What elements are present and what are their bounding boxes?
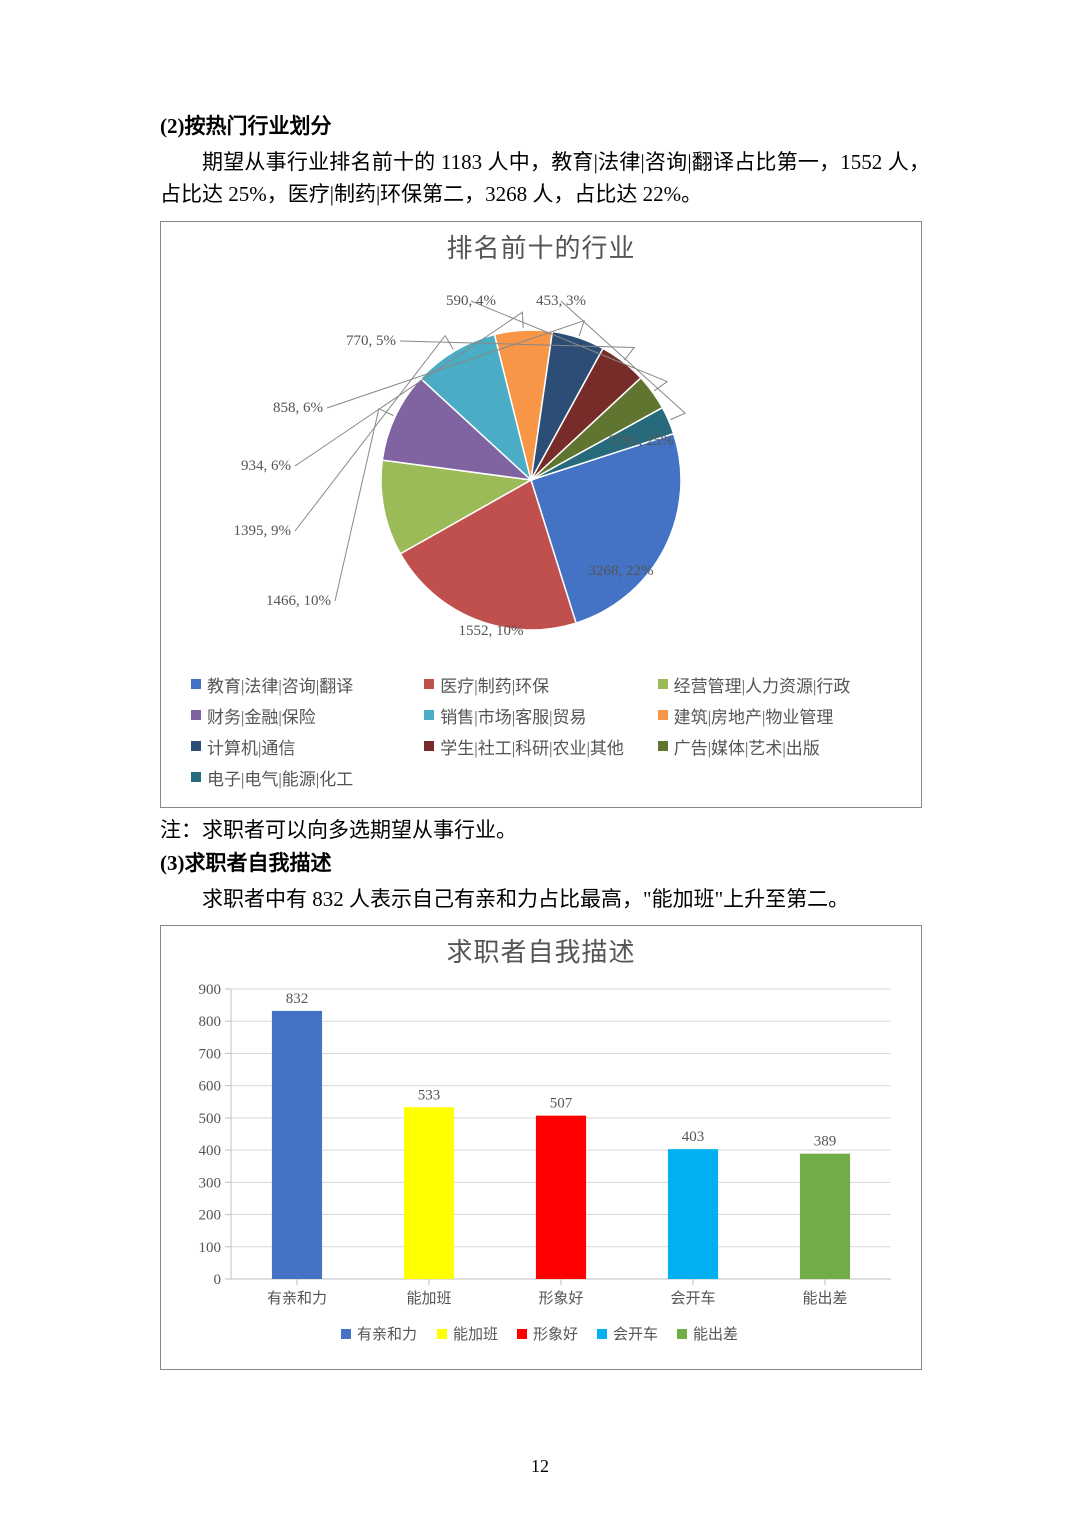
legend-swatch: [424, 710, 434, 720]
legend-label: 财务|金融|保险: [207, 703, 316, 728]
legend-swatch: [597, 1329, 607, 1339]
legend-swatch: [658, 679, 668, 689]
pie-note: 注：求职者可以向多选期望从事行业。: [160, 814, 930, 848]
y-tick-label: 200: [199, 1208, 222, 1224]
pie-chart-title: 排名前十的行业: [161, 222, 921, 265]
pie-data-label: 858, 6%: [273, 400, 323, 416]
legend-label: 形象好: [533, 1326, 578, 1343]
pie-data-label: 934, 6%: [241, 458, 291, 474]
legend-item: 销售|市场|客服|贸易: [424, 703, 657, 728]
y-tick-label: 300: [199, 1176, 222, 1192]
legend-swatch: [517, 1329, 527, 1339]
pie-data-label: 3268, 22%: [589, 563, 654, 579]
bar-legend: 有亲和力 能加班 形象好 会开车 能出差: [341, 1326, 738, 1343]
legend-swatch: [191, 710, 201, 720]
bar: [800, 1154, 850, 1279]
pie-data-label: 3791, 25%: [609, 433, 674, 449]
legend-label: 有亲和力: [357, 1326, 417, 1343]
bar-chart: 0 100 200 300 400 500 600 700 800 900 832 有亲和力 533 能加…: [161, 969, 921, 1369]
y-tick-label: 700: [199, 1047, 222, 1063]
bar: [536, 1116, 586, 1279]
legend-item: 财务|金融|保险: [191, 703, 424, 728]
bar-value-label: 389: [814, 1134, 837, 1150]
section-2-body: 期望从事行业排名前十的 1183 人中，教育|法律|咨询|翻译占比第一，1552…: [160, 146, 930, 211]
bar-chart-title: 求职者自我描述: [161, 926, 921, 969]
legend-swatch: [191, 741, 201, 751]
pie-data-label: 1552, 10%: [459, 623, 524, 639]
legend-label: 医疗|制药|环保: [440, 672, 549, 697]
y-tick-label: 400: [199, 1144, 222, 1160]
legend-item: 教育|法律|咨询|翻译: [191, 672, 424, 697]
legend-label: 经营管理|人力资源|行政: [674, 672, 851, 697]
legend-item: 经营管理|人力资源|行政: [658, 672, 891, 697]
legend-item: 建筑|房地产|物业管理: [658, 703, 891, 728]
legend-swatch: [341, 1329, 351, 1339]
pie-chart-container: 排名前十的行业 1466, 10% 1395, 9% 934, 6% 858, 6% 7…: [160, 221, 922, 808]
legend-item: 学生|社工|科研|农业|其他: [424, 734, 657, 759]
legend-swatch: [658, 741, 668, 751]
section-2-number: (2): [160, 114, 185, 138]
legend-label: 计算机|通信: [207, 734, 295, 759]
bar: [668, 1150, 718, 1280]
legend-label: 会开车: [613, 1326, 658, 1343]
y-tick-label: 100: [199, 1240, 222, 1256]
x-tick-label: 会开车: [670, 1290, 715, 1307]
legend-label: 能加班: [453, 1326, 498, 1343]
legend-item: 电子|电气|能源|化工: [191, 765, 424, 790]
legend-item: 广告|媒体|艺术|出版: [658, 734, 891, 759]
legend-item: 计算机|通信: [191, 734, 424, 759]
bar-value-label: 533: [418, 1088, 441, 1104]
legend-label: 学生|社工|科研|农业|其他: [440, 734, 624, 759]
pie-data-label: 1466, 10%: [266, 593, 331, 609]
legend-label: 能出差: [693, 1326, 738, 1343]
bar-value-label: 507: [550, 1096, 573, 1112]
pie-data-label: 1395, 9%: [234, 523, 292, 539]
y-tick-label: 800: [199, 1015, 222, 1031]
section-3-number: (3): [160, 851, 185, 875]
legend-swatch: [424, 741, 434, 751]
legend-swatch: [191, 679, 201, 689]
bar-chart-container: 求职者自我描述 0 100 200 300 400 500 600 700 800 900 832 有…: [160, 925, 922, 1370]
pie-data-label: 453, 3%: [536, 293, 586, 309]
bar-value-label: 403: [682, 1130, 705, 1146]
x-tick-label: 形象好: [538, 1290, 583, 1307]
section-2-heading: (2)按热门行业划分: [160, 110, 930, 144]
legend-swatch: [191, 772, 201, 782]
legend-swatch: [424, 679, 434, 689]
legend-label: 电子|电气|能源|化工: [207, 765, 353, 790]
bar-value-label: 832: [286, 991, 309, 1007]
legend-swatch: [437, 1329, 447, 1339]
legend-label: 建筑|房地产|物业管理: [674, 703, 834, 728]
y-tick-label: 900: [199, 982, 222, 998]
bar: [272, 1011, 322, 1279]
section-3-title: 求职者自我描述: [185, 851, 332, 875]
pie-data-label: 590, 4%: [446, 293, 496, 309]
pie-legend: 教育|法律|咨询|翻译 医疗|制药|环保 经营管理|人力资源|行政财务|金融|保险 销…: [161, 665, 921, 807]
section-2-title: 按热门行业划分: [185, 114, 332, 138]
section-3-body: 求职者中有 832 人表示自己有亲和力占比最高，"能加班"上升至第二。: [160, 883, 930, 916]
y-tick-label: 0: [214, 1272, 222, 1288]
bar: [404, 1108, 454, 1280]
x-tick-label: 有亲和力: [267, 1290, 327, 1307]
y-tick-label: 500: [199, 1111, 222, 1127]
pie-chart: 1466, 10% 1395, 9% 934, 6% 858, 6% 770, 5% 59…: [161, 265, 921, 665]
legend-item: 医疗|制药|环保: [424, 672, 657, 697]
legend-swatch: [677, 1329, 687, 1339]
page-number: 12: [0, 1456, 1080, 1477]
x-tick-label: 能出差: [802, 1290, 847, 1307]
legend-swatch: [658, 710, 668, 720]
legend-label: 销售|市场|客服|贸易: [440, 703, 586, 728]
section-3-heading: (3)求职者自我描述: [160, 847, 930, 881]
y-tick-label: 600: [199, 1079, 222, 1095]
pie-data-label: 770, 5%: [346, 333, 396, 349]
legend-label: 教育|法律|咨询|翻译: [207, 672, 353, 697]
legend-label: 广告|媒体|艺术|出版: [674, 734, 820, 759]
x-tick-label: 能加班: [406, 1290, 451, 1307]
